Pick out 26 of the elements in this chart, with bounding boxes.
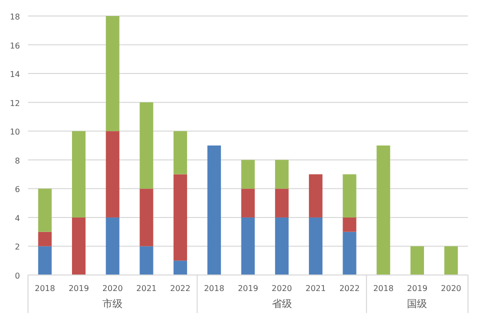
- x-tick-label: 2019: [68, 284, 89, 293]
- y-tick-label: 10: [10, 128, 20, 137]
- x-tick-label: 2019: [407, 284, 428, 293]
- x-tick-label: 2018: [373, 284, 394, 293]
- y-tick-label: 4: [14, 214, 20, 223]
- x-tick-label: 2020: [272, 284, 292, 293]
- text: 国级: [407, 298, 428, 310]
- y-tick-label: 6: [14, 185, 20, 194]
- x-tick-label: 2020: [102, 284, 123, 293]
- text: 市级: [102, 298, 123, 310]
- y-tick-label: 14: [10, 70, 20, 80]
- x-tick-label: 2018: [34, 284, 56, 293]
- x-tick-label: 2022: [170, 284, 190, 293]
- x-tick-label: 2021: [306, 284, 326, 293]
- x-tick-label: 2020: [440, 284, 462, 293]
- y-tick-label: 16: [10, 41, 20, 50]
- x-tick-label: 2021: [136, 284, 157, 293]
- y-tick-label: 0: [14, 272, 20, 280]
- x-tick-label: 2022: [339, 284, 360, 293]
- y-tick-label: 18: [10, 12, 20, 22]
- y-tick-label: 2: [14, 242, 20, 252]
- y-tick-label: 12: [10, 98, 20, 108]
- x-tick-label: 2019: [238, 284, 258, 293]
- x-tick-label: 2018: [204, 284, 224, 293]
- text: 省级: [272, 298, 292, 310]
- y-tick-label: 8: [14, 156, 20, 166]
